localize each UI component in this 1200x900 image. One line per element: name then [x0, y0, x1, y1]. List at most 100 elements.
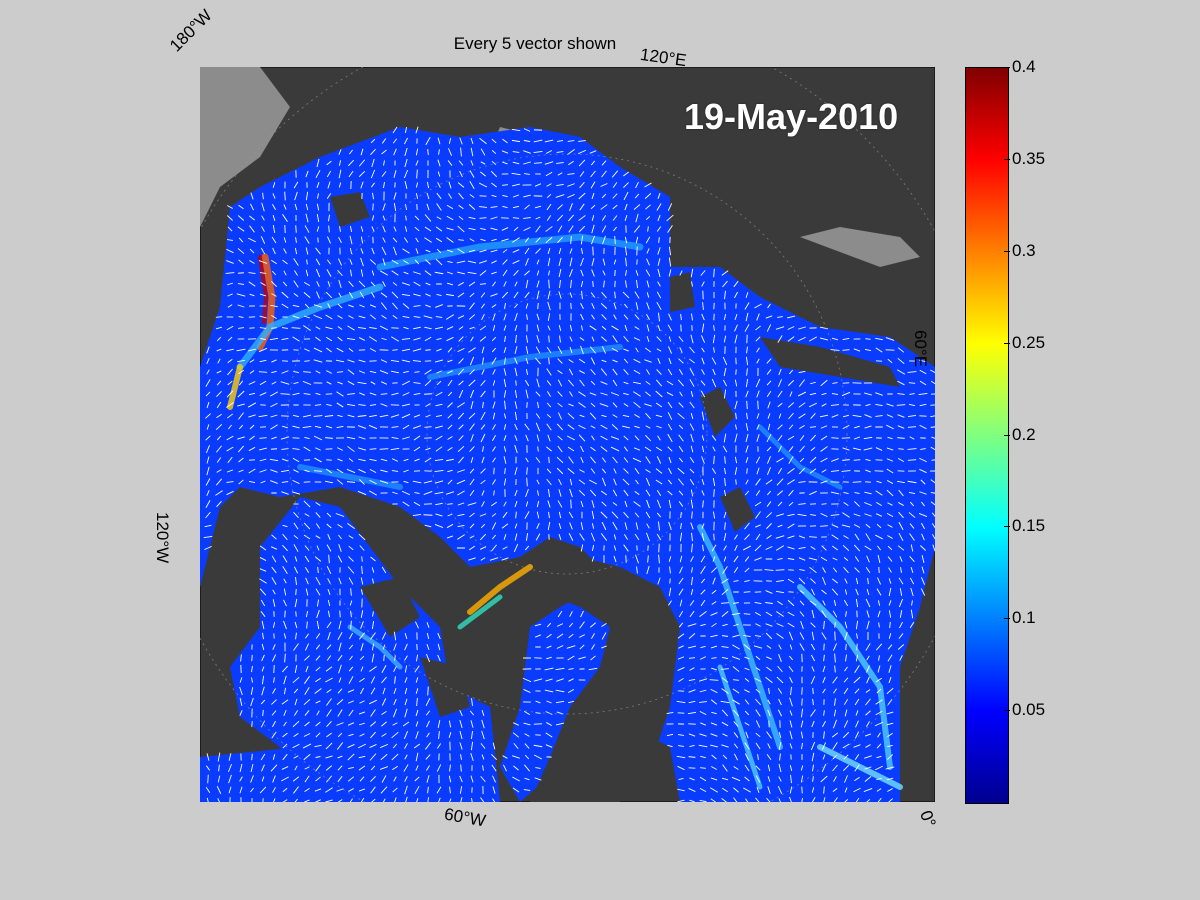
drift-vector	[514, 357, 518, 365]
drift-vector	[284, 653, 286, 663]
drift-vector	[634, 490, 640, 496]
drift-vector	[228, 753, 232, 761]
drift-vector	[854, 425, 860, 429]
drift-vector	[876, 523, 882, 529]
drift-vector	[537, 401, 539, 409]
drift-vector	[580, 500, 584, 508]
drift-vector	[766, 523, 772, 529]
drift-vector	[239, 686, 243, 696]
drift-vector	[801, 798, 803, 802]
drift-vector	[457, 347, 465, 353]
speed-streak	[376, 233, 644, 271]
drift-vector	[886, 687, 894, 695]
land-island	[720, 487, 755, 532]
drift-vector	[930, 479, 935, 484]
drift-vector	[745, 798, 749, 802]
drift-vector	[601, 359, 607, 363]
drift-vector	[557, 435, 563, 441]
drift-vector	[291, 327, 301, 329]
drift-vector	[645, 236, 651, 244]
drift-vector	[842, 512, 850, 518]
drift-vector	[526, 402, 528, 408]
drift-vector	[239, 763, 243, 773]
drift-vector	[305, 203, 309, 211]
drift-vector	[678, 490, 684, 496]
drift-vector	[480, 227, 486, 231]
drift-vector	[270, 414, 278, 418]
drift-vector	[271, 555, 277, 563]
drift-vector	[306, 621, 308, 629]
drift-vector	[843, 566, 849, 574]
drift-vector	[338, 237, 342, 243]
drift-vector	[699, 776, 707, 782]
drift-vector	[259, 272, 267, 274]
drift-vector	[435, 435, 443, 441]
drift-vector	[523, 140, 531, 142]
drift-vector	[259, 568, 267, 572]
drift-vector	[325, 336, 333, 342]
drift-vector	[315, 700, 321, 704]
drift-vector	[745, 433, 749, 443]
drift-vector	[227, 239, 233, 241]
drift-vector	[504, 303, 506, 309]
drift-vector	[503, 456, 507, 464]
drift-vector	[778, 368, 782, 376]
drift-vector	[524, 754, 530, 760]
drift-vector	[778, 763, 782, 773]
drift-vector	[831, 337, 839, 341]
drift-vector	[645, 456, 651, 464]
drift-vector	[734, 467, 738, 475]
drift-vector	[600, 392, 608, 396]
drift-vector	[479, 137, 487, 145]
drift-vector	[918, 513, 928, 517]
drift-vector	[361, 589, 363, 595]
drift-vector	[282, 524, 288, 528]
drift-vector	[460, 754, 462, 760]
drift-vector	[470, 457, 474, 463]
drift-vector	[413, 414, 421, 418]
drift-vector	[756, 390, 760, 398]
drift-vector	[821, 403, 827, 407]
drift-vector	[512, 217, 520, 219]
drift-vector	[501, 227, 509, 231]
drift-vector	[867, 577, 869, 585]
drift-vector	[248, 392, 256, 396]
drift-vector	[369, 721, 377, 727]
drift-vector	[721, 744, 729, 748]
drift-vector	[555, 700, 565, 704]
drift-vector	[358, 743, 366, 749]
drift-vector	[470, 434, 474, 442]
drift-vector	[347, 393, 355, 395]
drift-vector	[691, 281, 693, 287]
drift-vector	[379, 743, 389, 749]
drift-vector	[382, 203, 386, 211]
drift-vector	[546, 656, 552, 660]
drift-vector	[237, 215, 245, 221]
drift-vector	[644, 403, 652, 407]
drift-vector	[446, 237, 454, 243]
drift-vector	[634, 414, 640, 418]
drift-vector	[843, 492, 849, 494]
drift-vector	[482, 446, 484, 452]
drift-vector	[744, 656, 750, 660]
drift-vector	[733, 555, 739, 563]
drift-vector	[691, 511, 693, 519]
drift-vector	[206, 466, 210, 476]
drift-vector	[896, 404, 906, 406]
drift-vector	[809, 600, 817, 606]
drift-vector	[754, 612, 762, 616]
drift-vector	[920, 448, 926, 450]
drift-vector	[492, 401, 496, 409]
drift-vector	[370, 281, 376, 287]
drift-vector	[468, 545, 476, 551]
drift-vector	[921, 554, 925, 564]
drift-vector	[304, 676, 310, 684]
drift-vector	[337, 765, 343, 771]
drift-vector	[216, 336, 222, 342]
drift-vector	[578, 215, 586, 221]
drift-vector	[390, 359, 400, 363]
drift-vector	[723, 467, 727, 475]
drift-vector	[590, 456, 596, 464]
drift-vector	[787, 402, 795, 408]
drift-vector	[283, 204, 287, 210]
